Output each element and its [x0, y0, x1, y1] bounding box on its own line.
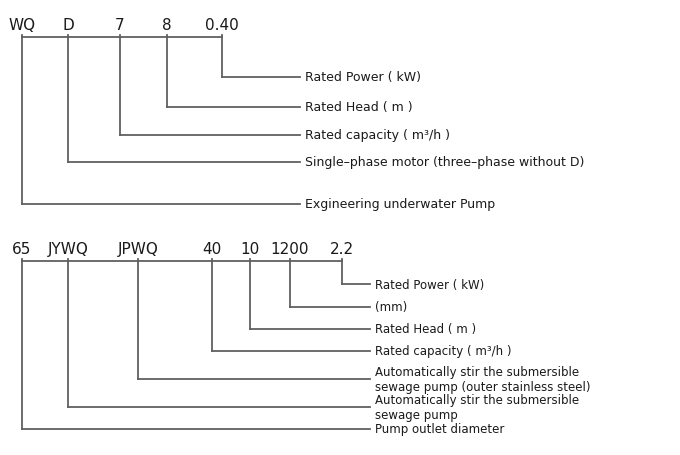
Text: (mm): (mm) — [375, 301, 407, 314]
Text: 65: 65 — [12, 242, 32, 257]
Text: Rated Head ( m ): Rated Head ( m ) — [375, 323, 476, 336]
Text: Rated Power ( kW): Rated Power ( kW) — [305, 71, 421, 84]
Text: 1200: 1200 — [271, 242, 309, 257]
Text: JYWQ: JYWQ — [48, 242, 88, 257]
Text: Automatically stir the submersible
sewage pump: Automatically stir the submersible sewag… — [375, 393, 579, 421]
Text: D: D — [62, 18, 74, 33]
Text: JPWQ: JPWQ — [118, 242, 158, 257]
Text: 2.2: 2.2 — [330, 242, 354, 257]
Text: Rated Head ( m ): Rated Head ( m ) — [305, 101, 413, 114]
Text: Exgineering underwater Pump: Exgineering underwater Pump — [305, 198, 495, 211]
Text: 40: 40 — [203, 242, 222, 257]
Text: 7: 7 — [115, 18, 125, 33]
Text: Single–phase motor (three–phase without D): Single–phase motor (three–phase without … — [305, 156, 584, 169]
Text: Pump outlet diameter: Pump outlet diameter — [375, 423, 505, 435]
Text: Rated capacity ( m³/h ): Rated capacity ( m³/h ) — [375, 345, 511, 358]
Text: WQ: WQ — [8, 18, 35, 33]
Text: 10: 10 — [240, 242, 260, 257]
Text: Rated capacity ( m³/h ): Rated capacity ( m³/h ) — [305, 129, 450, 142]
Text: 8: 8 — [163, 18, 172, 33]
Text: 0.40: 0.40 — [205, 18, 239, 33]
Text: Automatically stir the submersible
sewage pump (outer stainless steel): Automatically stir the submersible sewag… — [375, 365, 590, 394]
Text: Rated Power ( kW): Rated Power ( kW) — [375, 278, 484, 291]
